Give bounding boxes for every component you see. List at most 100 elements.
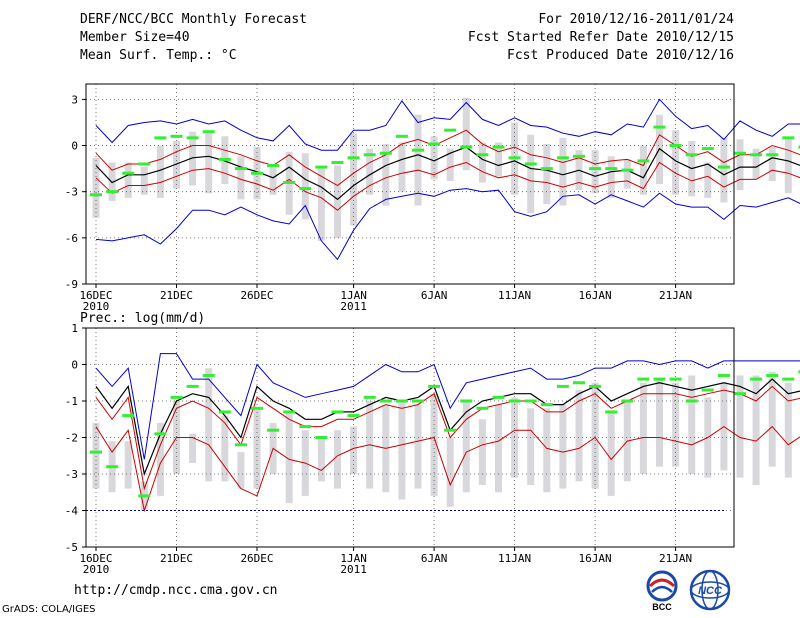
y-tick-label: -3	[65, 186, 78, 199]
ensemble-box	[462, 97, 470, 171]
ensemble-box	[495, 404, 502, 493]
grads-credit: GrADS: COLA/IGES	[2, 604, 96, 615]
y-tick-label: -2	[65, 432, 78, 445]
ensemble-box	[607, 156, 615, 198]
ensemble-box	[559, 404, 567, 489]
ensemble-box	[543, 408, 551, 493]
ensemble-box	[656, 379, 663, 467]
ensemble-box	[205, 368, 213, 482]
plot-frame	[85, 83, 735, 285]
x-tick-label: 6JAN	[421, 552, 448, 565]
ensemble-box	[543, 144, 551, 204]
ensemble-box	[398, 401, 406, 500]
x-tick-label: 16JAN	[579, 289, 612, 302]
y-tick-label: 0	[71, 140, 78, 153]
ensemble-box	[334, 430, 341, 489]
x-tick-label: 16JAN	[579, 552, 612, 565]
y-tick-label: 1	[71, 322, 78, 335]
lower-inner-line	[95, 161, 800, 211]
y-tick-label: -9	[65, 278, 78, 291]
ncc-logo: NCC	[688, 568, 732, 612]
source-url[interactable]: http://cmdp.ncc.cma.gov.cn	[74, 583, 278, 598]
ensemble-box	[784, 382, 792, 478]
forecast-start-date: Fcst Started Refer Date 2010/12/15	[467, 30, 734, 45]
x-tick-label: 26DEC	[240, 289, 273, 302]
ensemble-box	[221, 415, 229, 482]
ensemble-box	[269, 167, 277, 195]
x-tick-label: 6JAN	[421, 289, 448, 302]
ensemble-box	[591, 382, 599, 489]
x-tick-label: 16DEC	[79, 552, 112, 565]
ensemble-box	[688, 375, 696, 474]
bcc-logo-text: BCC	[652, 602, 672, 612]
ensemble-box	[317, 437, 325, 482]
x-tick-year-label: 2010	[83, 563, 110, 576]
forecast-produced-date: Fcst Produced Date 2010/12/16	[507, 48, 734, 63]
upper-outer-line	[95, 353, 800, 460]
ensemble-box	[768, 371, 776, 467]
ensemble-box	[317, 167, 325, 241]
ncc-logo-text: NCC	[698, 585, 723, 597]
x-tick-label: 26DEC	[240, 552, 273, 565]
ensemble-box	[736, 375, 744, 478]
ensemble-box	[752, 375, 760, 485]
ensemble-box	[639, 145, 647, 195]
ensemble-box	[752, 148, 760, 180]
ensemble-box	[478, 142, 486, 183]
x-tick-label: 16DEC	[79, 289, 112, 302]
ensemble-box	[704, 162, 712, 198]
ensemble-box	[398, 142, 406, 192]
ensemble-box	[156, 422, 164, 496]
ensemble-box	[156, 145, 164, 198]
ensemble-box	[639, 382, 647, 474]
ensemble-box	[575, 390, 583, 482]
ensemble-box	[350, 133, 358, 226]
ensemble-box	[205, 133, 213, 194]
ensemble-box	[124, 162, 132, 198]
ensemble-box	[414, 114, 422, 206]
x-tick-label: 21JAN	[659, 552, 692, 565]
ensemble-box	[784, 137, 792, 194]
y-tick-label: -3	[65, 468, 78, 481]
ensemble-box	[768, 147, 776, 181]
ensemble-box	[478, 419, 486, 485]
ensemble-box	[495, 142, 502, 177]
x-tick-label: 21JAN	[659, 289, 692, 302]
ensemble-box	[124, 441, 132, 489]
chart-title: DERF/NCC/BCC Monthly Forecast	[80, 12, 307, 27]
x-tick-label: 11JAN	[498, 552, 531, 565]
y-tick-label: -4	[65, 505, 79, 518]
ensemble-box	[92, 157, 100, 218]
ensemble-box	[527, 134, 535, 214]
y-tick-label: -6	[65, 232, 78, 245]
x-tick-label: 1JAN	[340, 552, 367, 565]
ensemble-box	[720, 137, 728, 203]
precip-panel-label: Prec.: log(mm/d)	[80, 311, 206, 326]
ensemble-box	[430, 136, 438, 180]
ensemble-box	[382, 144, 390, 206]
ensemble-box	[334, 165, 341, 238]
upper-inner-line	[95, 129, 800, 187]
ensemble-box	[623, 159, 631, 189]
lower-inner-line	[95, 425, 800, 513]
x-tick-label: 11JAN	[498, 289, 531, 302]
y-tick-label: -1	[65, 395, 78, 408]
ensemble-box	[446, 148, 454, 181]
ensemble-box	[189, 433, 197, 464]
ensemble-box	[285, 411, 293, 504]
y-tick-label: -5	[65, 541, 78, 554]
ensemble-box	[301, 153, 309, 220]
ensemble-box	[527, 408, 535, 485]
ensemble-box	[736, 139, 744, 191]
ensemble-box	[189, 131, 197, 186]
y-tick-label: 3	[71, 93, 78, 106]
y-tick-label: 0	[71, 359, 78, 372]
lower-outer-line	[95, 188, 800, 261]
x-tick-label: 21DEC	[160, 552, 193, 565]
x-tick-year-label: 2010	[83, 300, 110, 313]
member-size-label: Member Size=40	[80, 30, 190, 45]
x-tick-year-label: 2011	[340, 563, 367, 576]
ensemble-box	[607, 411, 615, 496]
